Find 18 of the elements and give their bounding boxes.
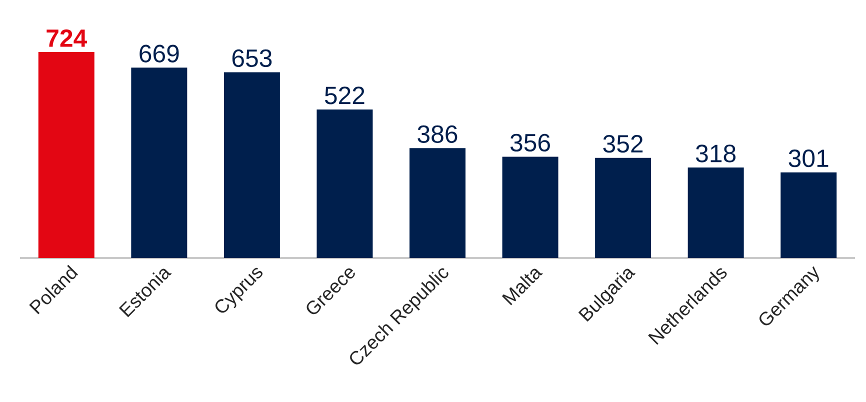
bar bbox=[502, 156, 558, 258]
bar bbox=[316, 109, 373, 258]
bar bbox=[38, 52, 94, 258]
data-label: 522 bbox=[324, 86, 364, 104]
bar bbox=[688, 168, 744, 258]
data-label: 356 bbox=[510, 134, 550, 152]
bar bbox=[780, 172, 837, 258]
bar bbox=[131, 68, 188, 258]
data-label: 724 bbox=[46, 29, 88, 47]
data-label: 301 bbox=[788, 150, 828, 168]
bar bbox=[595, 158, 652, 258]
bar bbox=[410, 148, 466, 258]
data-label: 653 bbox=[232, 49, 272, 68]
data-label: 386 bbox=[418, 125, 458, 143]
data-label: 318 bbox=[696, 144, 736, 162]
data-label: 352 bbox=[603, 135, 643, 153]
bar bbox=[224, 72, 280, 258]
data-label: 669 bbox=[140, 44, 179, 62]
